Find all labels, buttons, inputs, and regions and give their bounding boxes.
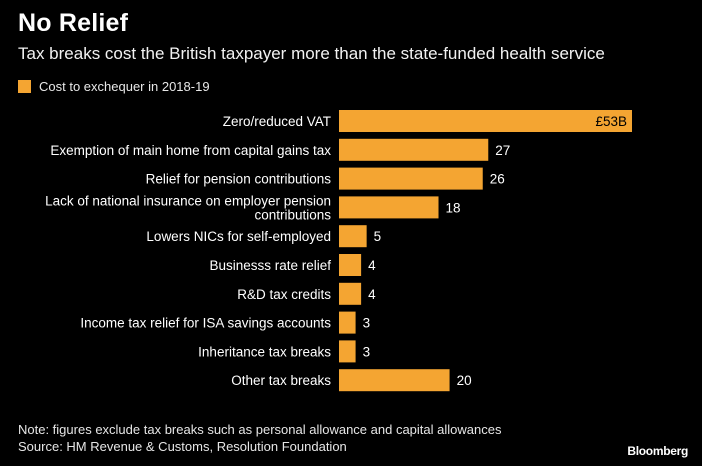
category-label: Income tax relief for ISA savings accoun…	[80, 316, 331, 331]
category-label: Lack of national insurance on employer p…	[45, 193, 331, 208]
chart-title: No Relief	[18, 9, 129, 37]
bar	[339, 138, 489, 161]
legend-label: Cost to exchequer in 2018-19	[39, 79, 210, 94]
bar	[339, 225, 367, 248]
category-label: Lowers NICs for self-employed	[146, 229, 331, 244]
bar	[339, 311, 356, 334]
category-label: Inheritance tax breaks	[198, 344, 331, 359]
value-label: 5	[374, 229, 382, 244]
bar	[339, 110, 632, 132]
bar	[339, 167, 483, 190]
brand-logo: Bloomberg	[627, 444, 688, 458]
value-label: 26	[490, 172, 505, 187]
value-label: 20	[457, 373, 472, 388]
category-label: Relief for pension contributions	[146, 172, 332, 187]
category-label: Other tax breaks	[231, 373, 331, 388]
chart-note: Note: figures exclude tax breaks such as…	[18, 422, 502, 437]
chart-subtitle: Tax breaks cost the British taxpayer mor…	[18, 44, 605, 63]
value-label: £53B	[595, 114, 627, 129]
chart-panel: No Relief Tax breaks cost the British ta…	[0, 0, 702, 466]
category-label: Zero/reduced VAT	[223, 114, 331, 129]
legend: Cost to exchequer in 2018-19	[18, 79, 210, 94]
value-label: 4	[368, 287, 376, 302]
value-label: 27	[495, 143, 510, 158]
bar	[339, 254, 362, 276]
chart-source: Source: HM Revenue & Customs, Resolution…	[18, 439, 347, 454]
value-label: 4	[368, 258, 376, 273]
value-label: 18	[446, 200, 461, 215]
value-label: 3	[363, 316, 371, 331]
bar	[339, 282, 362, 305]
category-label: Exemption of main home from capital gain…	[50, 143, 331, 158]
bar	[339, 340, 356, 363]
legend-swatch	[18, 80, 31, 93]
value-label: 3	[363, 344, 371, 359]
bar	[339, 196, 439, 219]
bar-chart: Zero/reduced VAT £53B Exemption of main ho…	[45, 110, 632, 392]
category-label: contributions	[254, 207, 331, 222]
category-label: R&D tax credits	[237, 287, 331, 302]
bar	[339, 369, 450, 392]
category-label: Businesss rate relief	[209, 258, 331, 273]
